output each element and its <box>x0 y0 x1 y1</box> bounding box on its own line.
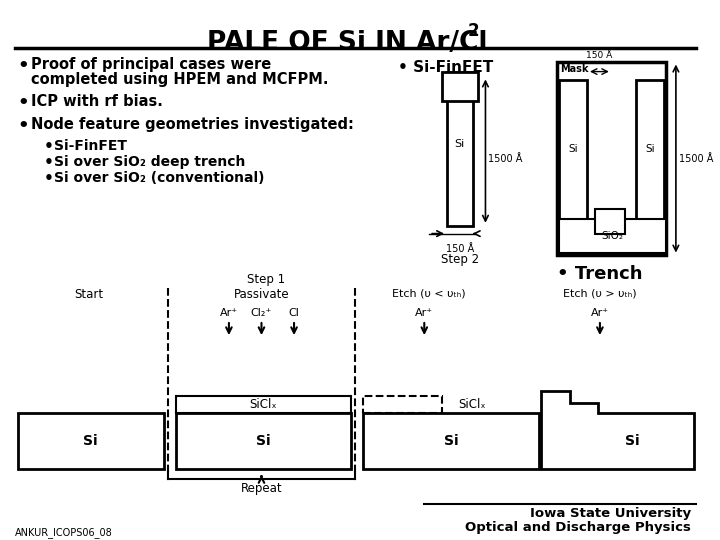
Text: Etch (υ < υₜₕ): Etch (υ < υₜₕ) <box>392 288 466 298</box>
Bar <box>176 396 351 413</box>
Text: Si: Si <box>454 139 465 149</box>
Text: Optical and Discharge Physics: Optical and Discharge Physics <box>465 521 690 534</box>
Text: Ar⁺: Ar⁺ <box>415 308 433 318</box>
Text: Si over SiO₂ deep trench: Si over SiO₂ deep trench <box>54 155 246 169</box>
Text: 150 Å: 150 Å <box>446 244 474 254</box>
Text: Node feature geometries investigated:: Node feature geometries investigated: <box>30 117 354 132</box>
Text: ANKUR_ICOPS06_08: ANKUR_ICOPS06_08 <box>15 527 112 538</box>
Text: 1500 Å: 1500 Å <box>488 153 523 164</box>
Text: 150 Å: 150 Å <box>586 51 612 59</box>
Bar <box>176 413 351 469</box>
Text: SiClₓ: SiClₓ <box>458 397 486 410</box>
Polygon shape <box>541 390 693 469</box>
Bar <box>363 413 539 469</box>
Text: Ar⁺: Ar⁺ <box>220 308 238 318</box>
Bar <box>363 396 442 413</box>
Text: 2: 2 <box>468 22 480 40</box>
Text: PALE OF Si IN Ar/Cl: PALE OF Si IN Ar/Cl <box>207 30 487 56</box>
Text: Si-FinFET: Si-FinFET <box>54 139 127 153</box>
Text: SiClₓ: SiClₓ <box>250 397 277 410</box>
Text: Ar⁺: Ar⁺ <box>591 308 609 318</box>
Text: ICP with rf bias.: ICP with rf bias. <box>30 94 163 110</box>
Bar <box>559 219 666 253</box>
Text: Si over SiO₂ (conventional): Si over SiO₂ (conventional) <box>54 171 265 185</box>
Text: Cl₂⁺: Cl₂⁺ <box>251 308 272 318</box>
Bar <box>559 79 587 219</box>
Text: Start: Start <box>74 288 104 301</box>
Text: •: • <box>43 155 53 170</box>
Text: • Trench: • Trench <box>557 266 643 284</box>
Bar <box>557 62 666 255</box>
Text: Si: Si <box>84 434 98 448</box>
Text: completed using HPEM and MCFPM.: completed using HPEM and MCFPM. <box>30 72 328 86</box>
Text: •: • <box>43 139 53 154</box>
Text: •: • <box>18 57 30 75</box>
Text: SiO₂: SiO₂ <box>602 231 624 241</box>
Text: Si: Si <box>645 144 655 154</box>
Text: Passivate: Passivate <box>234 288 289 301</box>
Text: Proof of principal cases were: Proof of principal cases were <box>30 57 271 72</box>
Text: Etch (υ > υₜₕ): Etch (υ > υₜₕ) <box>563 288 636 298</box>
Text: •: • <box>18 94 30 112</box>
Bar <box>636 79 664 219</box>
Text: Si: Si <box>256 434 271 448</box>
Text: • Si-FinFET: • Si-FinFET <box>397 59 493 75</box>
Bar <box>447 72 472 226</box>
Text: •: • <box>18 117 30 136</box>
Bar <box>595 209 624 234</box>
Bar <box>442 72 477 102</box>
Bar <box>18 413 163 469</box>
Text: Mask: Mask <box>560 64 589 73</box>
Text: Step 2: Step 2 <box>441 253 479 266</box>
Text: Si: Si <box>444 434 458 448</box>
Text: Repeat: Repeat <box>240 482 282 495</box>
Text: •: • <box>43 171 53 186</box>
Text: Si: Si <box>569 144 578 154</box>
Text: Step 1: Step 1 <box>248 273 285 286</box>
Text: 1500 Å: 1500 Å <box>679 153 714 164</box>
Text: Iowa State University: Iowa State University <box>530 507 690 520</box>
Text: Cl: Cl <box>289 308 300 318</box>
Text: Si: Si <box>625 434 639 448</box>
